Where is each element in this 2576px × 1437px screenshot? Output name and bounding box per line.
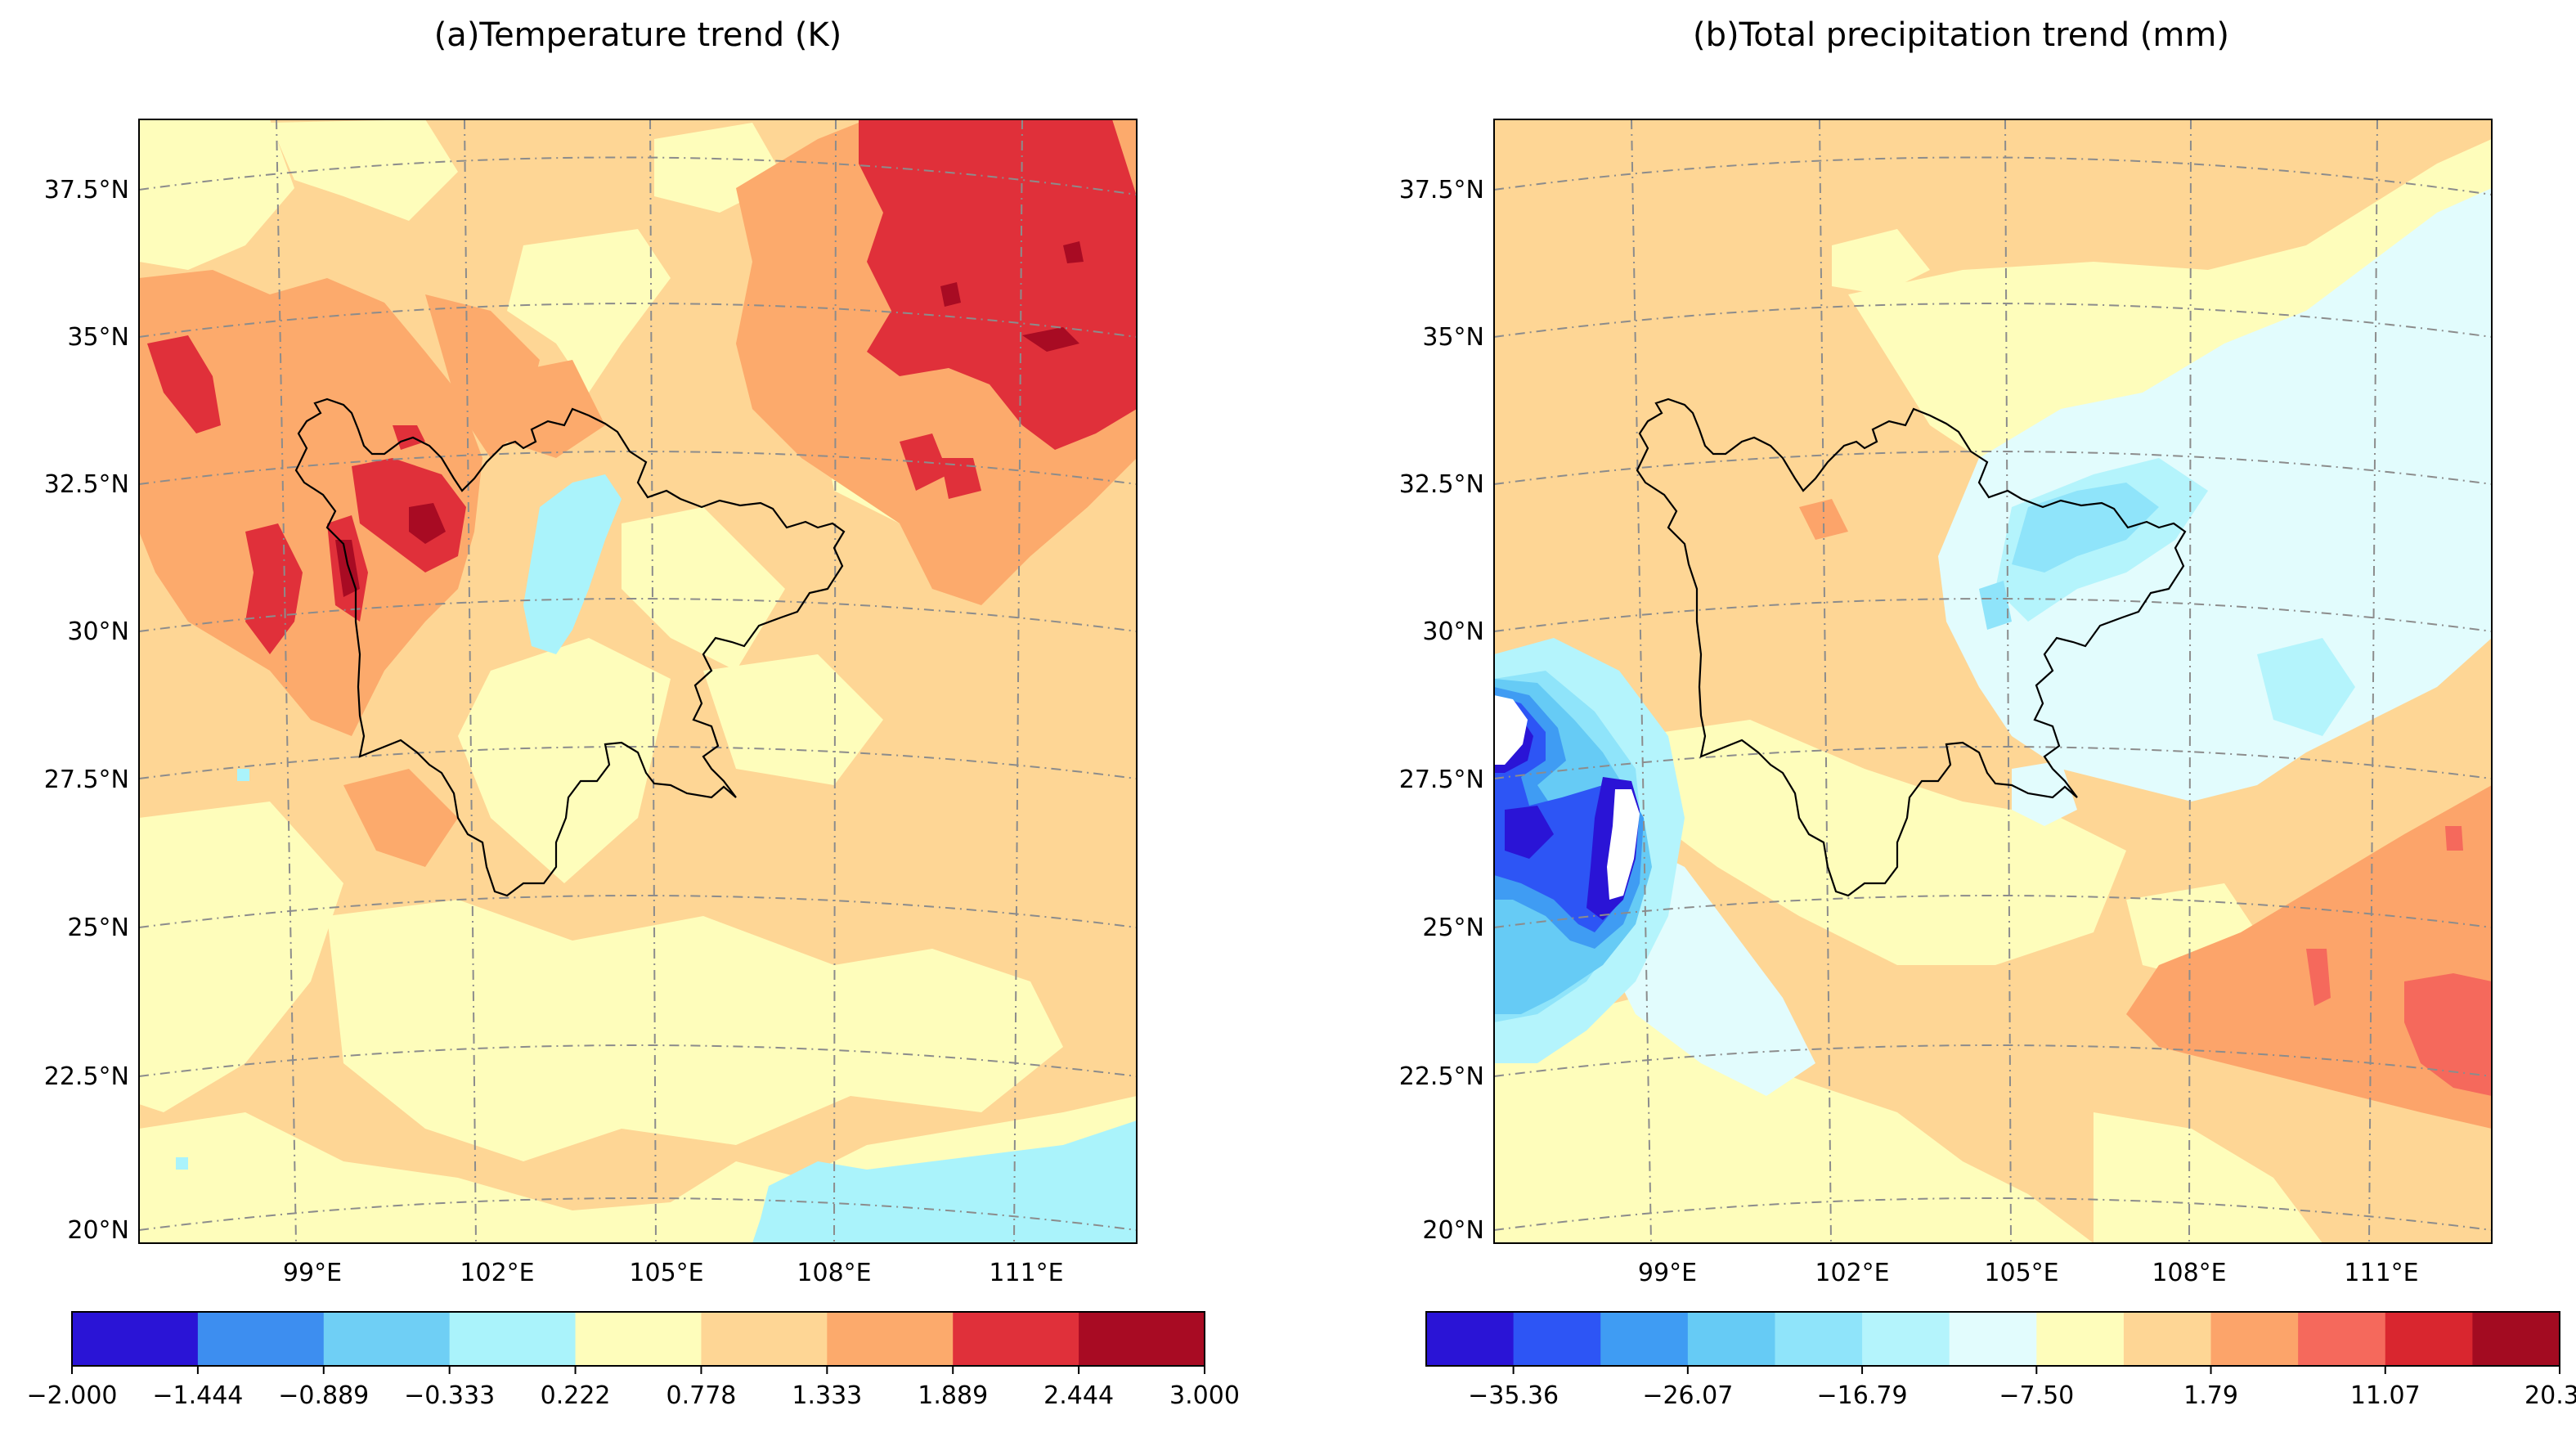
- lon-label: 111°E: [2344, 1259, 2418, 1287]
- colorbar-swatch: [2036, 1312, 2125, 1366]
- colorbar-label: −0.889: [278, 1381, 369, 1410]
- colorbar-label: 1.889: [918, 1381, 988, 1410]
- temperature-map: [139, 119, 1137, 1243]
- lon-label: 105°E: [1984, 1259, 2058, 1287]
- lat-label: 35°N: [1422, 323, 1484, 352]
- lat-label: 30°N: [1422, 617, 1484, 646]
- temp-graticule: [139, 119, 1137, 1243]
- panel-b-lat-labels: 37.5°N 35°N 32.5°N 30°N 27.5°N 25°N 22.5…: [1399, 176, 1484, 1245]
- sichuan-boundary-b: [1636, 397, 2187, 897]
- lat-label: 37.5°N: [1399, 176, 1484, 204]
- precipitation-map: [1494, 119, 2492, 1243]
- colorbar-swatch: [1079, 1312, 1205, 1366]
- temp-cyan-regions: [176, 474, 1137, 1243]
- colorbar-swatch: [1862, 1312, 1950, 1366]
- colorbar-label: 0.778: [666, 1381, 736, 1410]
- lon-label: 111°E: [989, 1259, 1063, 1287]
- colorbar-label: −16.79: [1817, 1381, 1908, 1410]
- lat-label: 35°N: [67, 323, 129, 352]
- colorbar-swatch: [323, 1312, 451, 1366]
- panel-temperature: (a)Temperature trend (K): [26, 16, 1239, 1410]
- colorbar-label: 3.000: [1169, 1381, 1240, 1410]
- lon-label: 108°E: [797, 1259, 871, 1287]
- temperature-colorbar: −2.000 −1.444 −0.889 −0.333 0.222 0.778 1.333 1…: [26, 1311, 1240, 1410]
- colorbar-swatch: [953, 1312, 1079, 1366]
- colorbar-swatch: [575, 1312, 702, 1366]
- panel-precipitation: (b)Total precipitation trend (mm): [1399, 16, 2576, 1410]
- colorbar-label: −0.333: [404, 1381, 495, 1410]
- temp-pale-regions: [139, 119, 1137, 1243]
- lon-label: 105°E: [629, 1259, 703, 1287]
- temp-darkred-regions: [335, 241, 1084, 597]
- temp-red-regions: [147, 119, 1137, 654]
- colorbar-label: −26.07: [1642, 1381, 1733, 1410]
- colorbar-frame: [1425, 1311, 2560, 1367]
- colorbar-label: −35.36: [1468, 1381, 1559, 1410]
- lat-label: 30°N: [67, 617, 129, 646]
- lat-label: 20°N: [67, 1216, 129, 1245]
- colorbar-swatch: [1600, 1312, 1689, 1366]
- colorbar-label: 11.07: [2350, 1381, 2421, 1410]
- colorbar-swatch: [1426, 1312, 1515, 1366]
- colorbar-label: 1.79: [2183, 1381, 2238, 1410]
- precipitation-colorbar: −35.36 −26.07 −16.79 −7.50 1.79 11.07 20.36: [1425, 1311, 2576, 1410]
- panel-a-lat-labels: 37.5°N 35°N 32.5°N 30°N 27.5°N 25°N 22.5…: [44, 176, 129, 1245]
- precip-red-regions: [2306, 826, 2492, 1096]
- colorbar-swatch: [701, 1312, 828, 1366]
- colorbar-swatch: [1775, 1312, 1863, 1366]
- panel-a-frame: [138, 119, 1138, 1244]
- lat-label: 25°N: [1422, 914, 1484, 942]
- precip-white-regions: [1494, 695, 1640, 900]
- colorbar-label: −1.444: [152, 1381, 243, 1410]
- colorbar-label: −7.50: [1999, 1381, 2074, 1410]
- colorbar-swatch: [2385, 1312, 2473, 1366]
- colorbar-swatch: [2210, 1312, 2299, 1366]
- panel-a-lon-labels: 99°E 102°E 105°E 108°E 111°E: [283, 1259, 1064, 1287]
- panel-b-lon-labels: 99°E 102°E 105°E 108°E 111°E: [1638, 1259, 2419, 1287]
- colorbar-swatch: [1949, 1312, 2037, 1366]
- lat-label: 22.5°N: [44, 1062, 129, 1091]
- lon-label: 102°E: [1815, 1259, 1889, 1287]
- colorbar-label: 0.222: [541, 1381, 611, 1410]
- panel-b-title: (b)Total precipitation trend (mm): [1693, 16, 2229, 54]
- colorbar-swatch: [2472, 1312, 2560, 1366]
- lat-label: 37.5°N: [44, 176, 129, 204]
- colorbar-swatch: [1687, 1312, 1775, 1366]
- lon-label: 108°E: [2152, 1259, 2226, 1287]
- colorbar-swatch: [449, 1312, 577, 1366]
- sichuan-boundary-a: [294, 397, 846, 897]
- lat-label: 32.5°N: [44, 470, 129, 499]
- colorbar-swatch: [72, 1312, 199, 1366]
- colorbar-frame: [71, 1311, 1205, 1367]
- colorbar-swatch: [2298, 1312, 2386, 1366]
- lat-label: 27.5°N: [44, 766, 129, 794]
- lon-label: 99°E: [1638, 1259, 1697, 1287]
- lon-label: 99°E: [283, 1259, 342, 1287]
- colorbar-label: 1.333: [792, 1381, 862, 1410]
- colorbar-label: −2.000: [26, 1381, 117, 1410]
- lat-label: 25°N: [67, 914, 129, 942]
- lat-label: 32.5°N: [1399, 470, 1484, 499]
- lat-label: 20°N: [1422, 1216, 1484, 1245]
- colorbar-label: 20.36: [2524, 1381, 2576, 1410]
- lat-label: 22.5°N: [1399, 1062, 1484, 1091]
- colorbar-swatch: [2123, 1312, 2212, 1366]
- colorbar-swatch: [1513, 1312, 1601, 1366]
- colorbar-swatch: [827, 1312, 954, 1366]
- lon-label: 102°E: [460, 1259, 534, 1287]
- lat-label: 27.5°N: [1399, 766, 1484, 794]
- colorbar-label: 2.444: [1043, 1381, 1114, 1410]
- colorbar-swatch: [197, 1312, 325, 1366]
- panel-b-frame: [1493, 119, 2493, 1244]
- precip-graticule: [1494, 119, 2492, 1243]
- panel-a-title: (a)Temperature trend (K): [434, 16, 842, 54]
